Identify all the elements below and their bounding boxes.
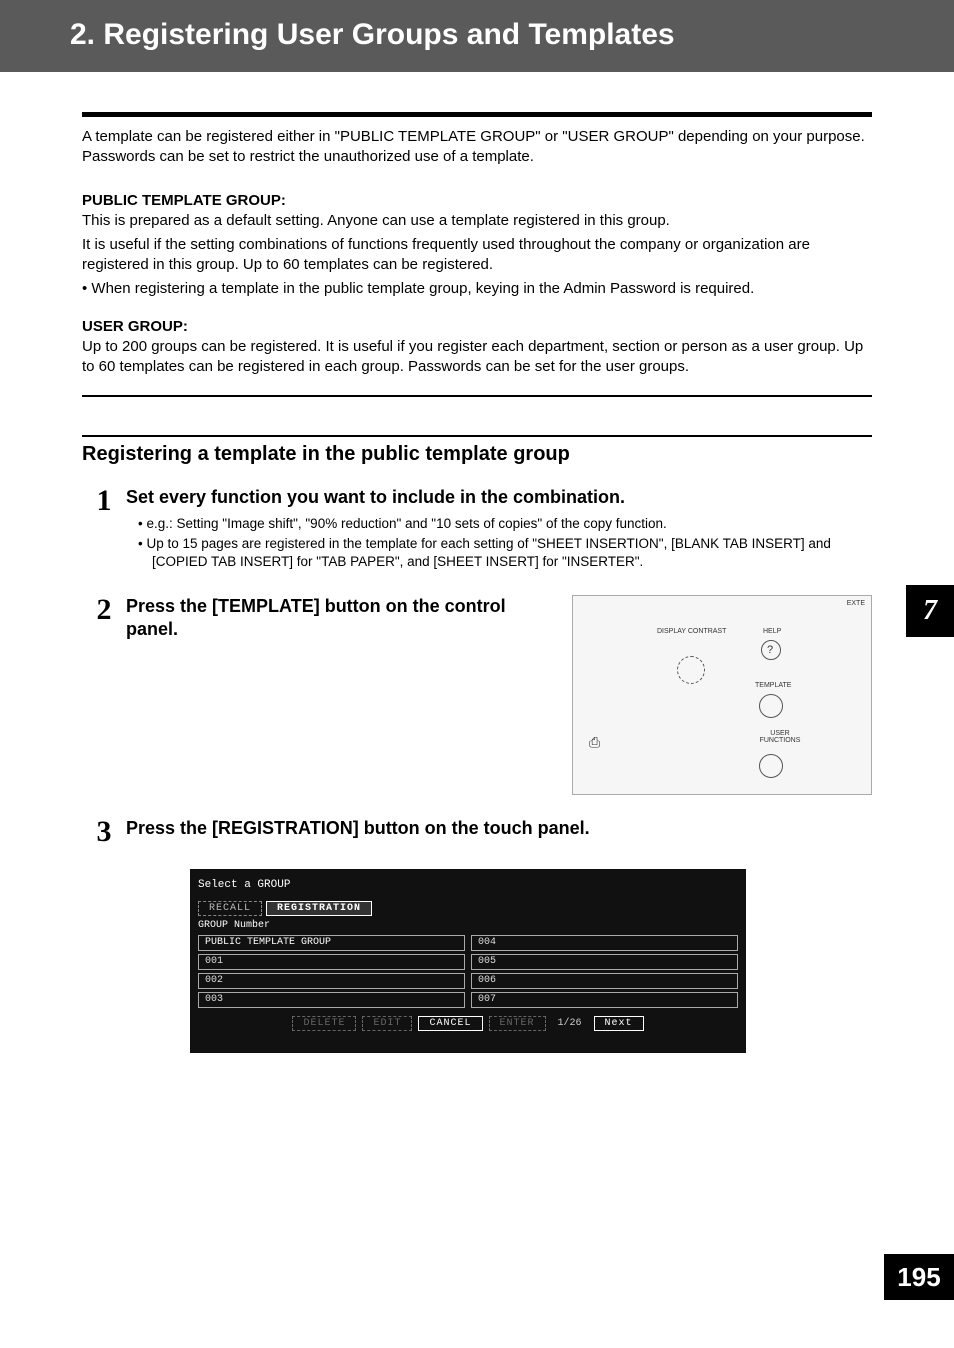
step-1-bullet: • Up to 15 pages are registered in the t…	[138, 535, 872, 571]
group-cell[interactable]: 002	[198, 973, 465, 989]
user-functions-button-icon	[759, 754, 783, 778]
group-cell[interactable]: 007	[471, 992, 738, 1008]
template-label: TEMPLATE	[755, 682, 791, 689]
screen-heading: Select a GROUP	[198, 879, 738, 891]
step-number: 2	[82, 595, 126, 625]
step-2: 2 Press the [TEMPLATE] button on the con…	[82, 595, 872, 795]
page-header: 2. Registering User Groups and Templates	[0, 0, 954, 72]
touch-panel-figure: Select a GROUP RECALL REGISTRATION GROUP…	[190, 869, 746, 1053]
chapter-tab: 7	[906, 585, 954, 637]
section-title: Registering a template in the public tem…	[82, 443, 872, 466]
group-cell[interactable]: 006	[471, 973, 738, 989]
step-number: 1	[82, 486, 126, 516]
step-2-title: Press the [TEMPLATE] button on the contr…	[126, 595, 550, 789]
group-cell[interactable]: 001	[198, 954, 465, 970]
edit-button[interactable]: EDIT	[362, 1016, 412, 1031]
divider	[82, 435, 872, 437]
group-number-label: GROUP Number	[198, 920, 738, 931]
page-indicator: 1/26	[558, 1018, 582, 1029]
page-number-tab: 195	[884, 1254, 954, 1300]
question-icon: ?	[767, 644, 773, 656]
public-group-line2: It is useful if the setting combinations…	[82, 235, 872, 276]
help-label: HELP	[763, 628, 781, 635]
step-1-bullet: • e.g.: Setting "Image shift", "90% redu…	[138, 515, 872, 533]
page-title: 2. Registering User Groups and Templates	[70, 18, 926, 52]
recall-tab[interactable]: RECALL	[198, 901, 262, 916]
control-panel-figure: EXTE DISPLAY CONTRAST HELP ? TEMPLATE US…	[572, 595, 872, 795]
cancel-button[interactable]: CANCEL	[418, 1016, 482, 1031]
step-3-title: Press the [REGISTRATION] button on the t…	[126, 817, 872, 840]
exte-label: EXTE	[847, 600, 865, 607]
dial-icon	[677, 656, 705, 684]
step-1: 1 Set every function you want to include…	[82, 486, 872, 573]
next-button[interactable]: Next	[594, 1016, 644, 1031]
printer-icon: ⎙	[589, 734, 600, 751]
divider	[82, 395, 872, 397]
public-group-line1: This is prepared as a default setting. A…	[82, 211, 872, 231]
step-number: 3	[82, 817, 126, 847]
display-contrast-label: DISPLAY CONTRAST	[657, 628, 726, 635]
group-cell[interactable]: 004	[471, 935, 738, 951]
group-cell[interactable]: 005	[471, 954, 738, 970]
template-button-icon	[759, 694, 783, 718]
delete-button[interactable]: DELETE	[292, 1016, 356, 1031]
enter-button[interactable]: ENTER	[489, 1016, 546, 1031]
user-functions-label: USER FUNCTIONS	[755, 730, 805, 744]
step-1-title: Set every function you want to include i…	[126, 486, 872, 509]
public-group-bullet: • When registering a template in the pub…	[82, 279, 872, 299]
user-group-label: USER GROUP:	[82, 318, 872, 335]
registration-tab[interactable]: REGISTRATION	[266, 901, 372, 916]
divider	[82, 112, 872, 117]
public-group-label: PUBLIC TEMPLATE GROUP:	[82, 192, 872, 209]
user-group-body: Up to 200 groups can be registered. It i…	[82, 337, 872, 378]
intro-text: A template can be registered either in "…	[82, 127, 872, 168]
group-cell[interactable]: PUBLIC TEMPLATE GROUP	[198, 935, 465, 951]
step-3: 3 Press the [REGISTRATION] button on the…	[82, 817, 872, 847]
group-cell[interactable]: 003	[198, 992, 465, 1008]
